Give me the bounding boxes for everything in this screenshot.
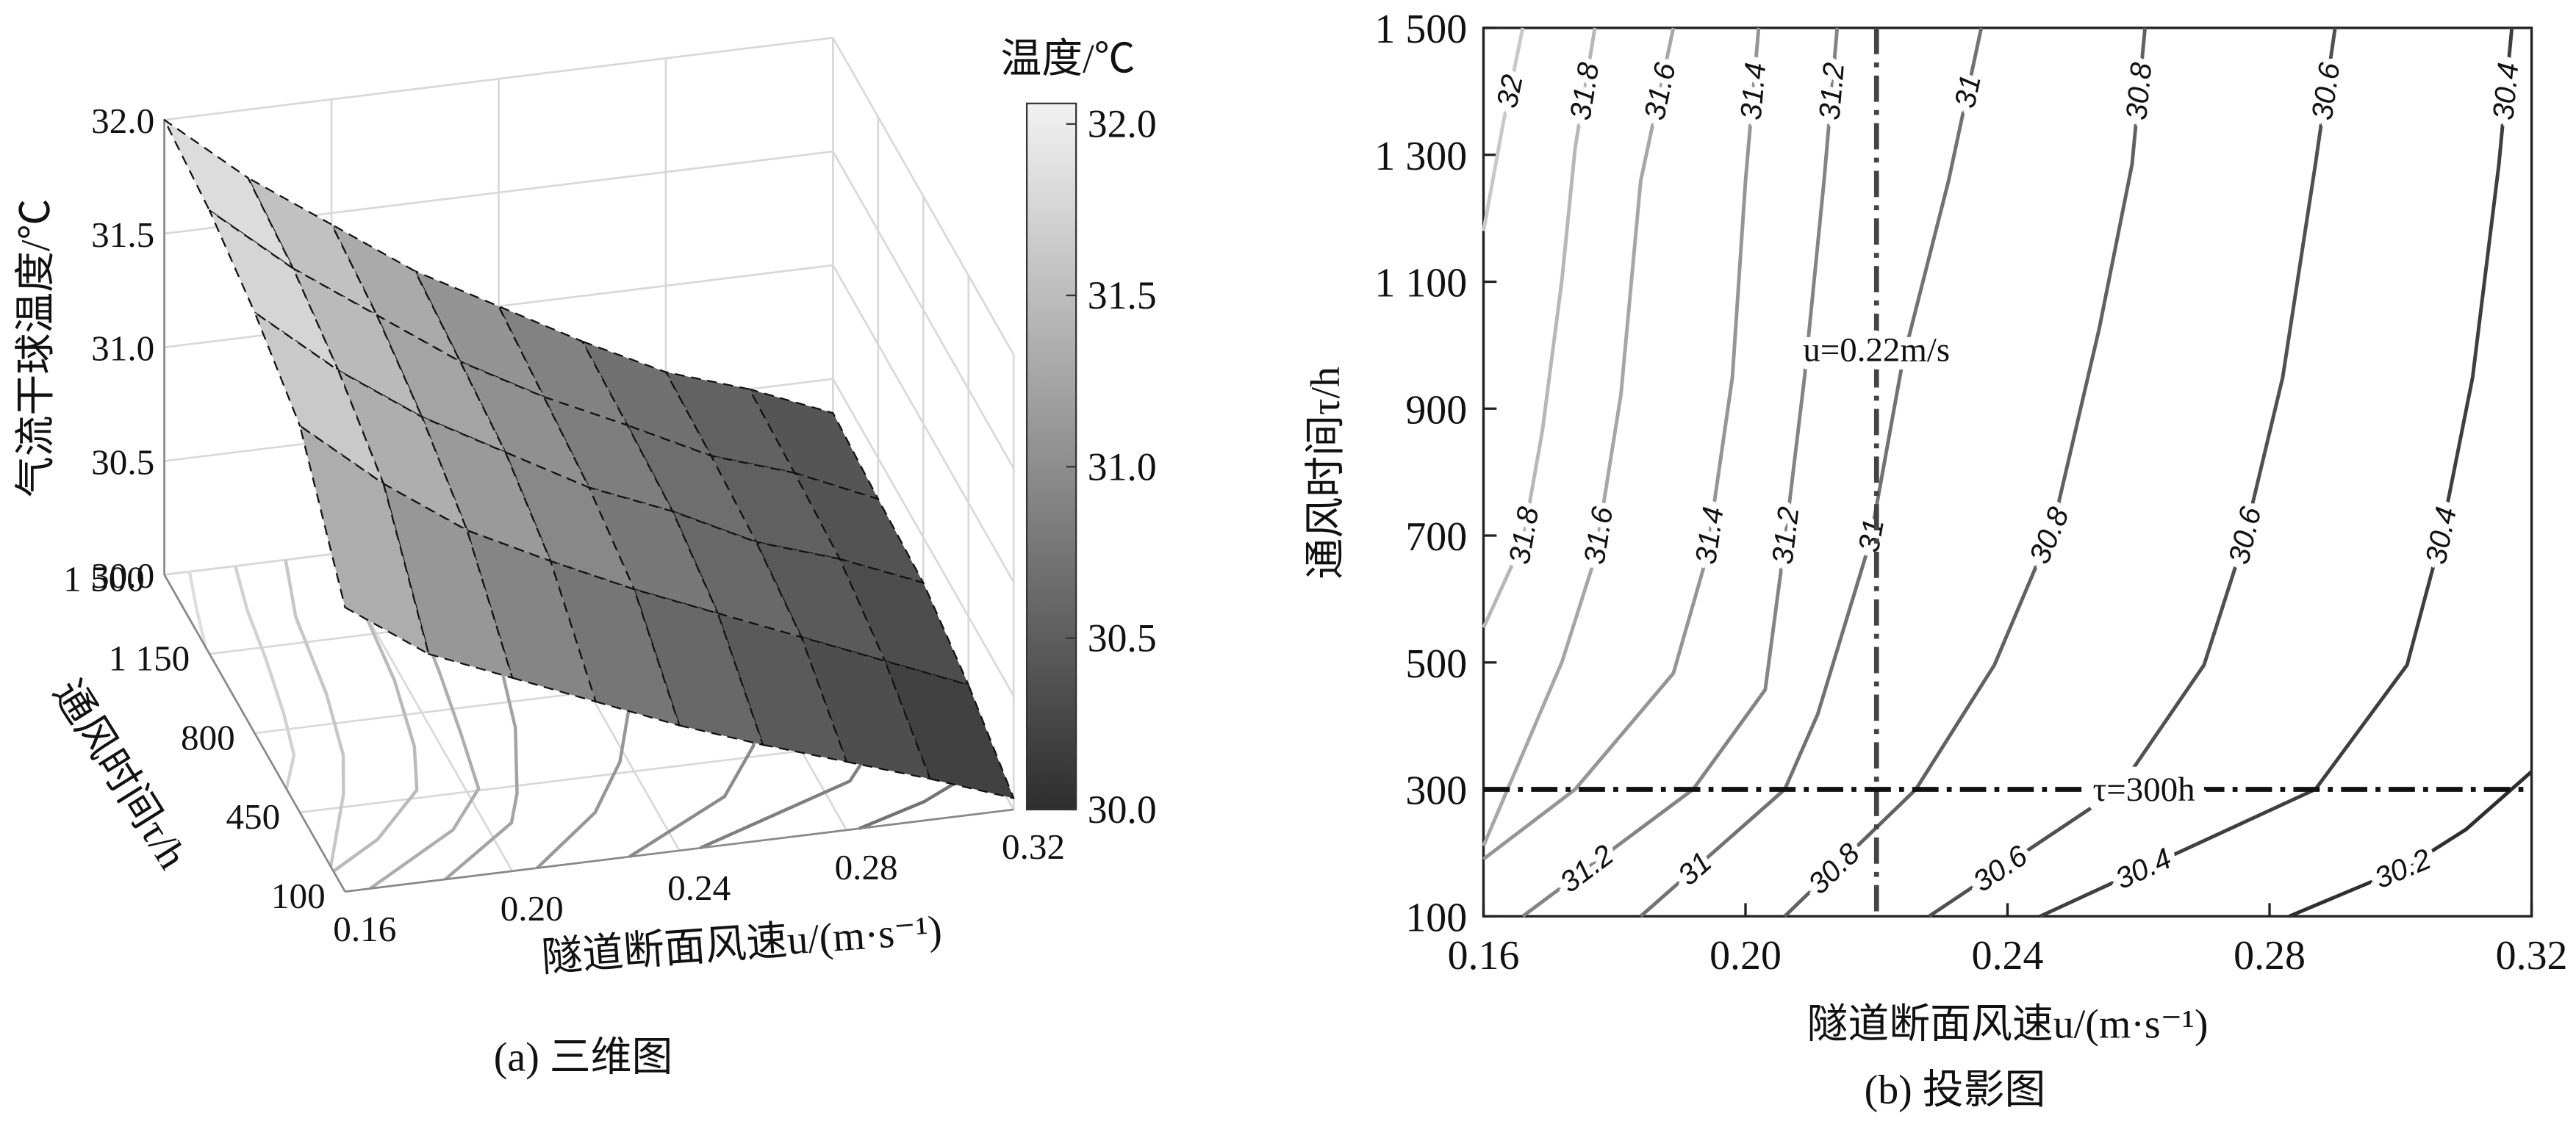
y-tick-label: 1 500 [63, 559, 145, 599]
floor-contour [187, 571, 207, 648]
surface-patch [247, 176, 378, 317]
y-tick-label: 1 300 [1374, 134, 1467, 179]
y-tick-label: 300 [1405, 768, 1467, 814]
y-tick-label: 700 [1405, 514, 1467, 560]
contour-line [1482, 27, 1676, 847]
reference-label: τ=300h [2092, 771, 2195, 809]
contour-line [1783, 27, 2148, 918]
x-tick-label: 0.16 [333, 909, 396, 949]
surface-patch [466, 529, 597, 703]
contour-label: 30.2 [2369, 842, 2436, 895]
y-tick-label: 1 500 [1374, 7, 1467, 52]
axis-line [345, 808, 1014, 893]
z-tick-label: 31.5 [91, 215, 154, 255]
z-tick-label: 32.0 [91, 101, 154, 141]
contour-label: 30.4 [2419, 504, 2463, 567]
x-tick-label: 0.28 [2234, 933, 2306, 979]
grid-line [164, 37, 833, 121]
grid-line [832, 378, 1015, 696]
surface-patch [331, 223, 462, 363]
colorbar-tick-label: 31.0 [1088, 444, 1157, 489]
colorbar-tick-label: 31.5 [1088, 273, 1157, 317]
contour-label: 31.2 [1813, 61, 1851, 121]
axis-line [163, 574, 346, 893]
x-tick-label: 0.20 [501, 888, 564, 929]
colorbar-label: 温度/℃ [1000, 36, 1135, 82]
y-tick-label: 800 [181, 717, 235, 757]
x-tick-label: 0.20 [1709, 933, 1782, 979]
floor-contour [284, 559, 345, 867]
contour-label: 31 [1948, 72, 1987, 111]
contour-label: 30.8 [2120, 61, 2158, 122]
z-tick-label: 31.0 [91, 328, 154, 369]
grid-line [832, 264, 1015, 583]
surface-patch [376, 314, 506, 453]
contour-label: 30.4 [2110, 842, 2176, 896]
contour-label: 31.2 [1554, 838, 1620, 899]
surface-patch [542, 396, 674, 513]
contour-line [1639, 27, 1984, 918]
caption: (b) 投影图 [1865, 1067, 2046, 1113]
contour-label: 31.4 [1734, 61, 1773, 121]
y-axis-label: 通风时间τ/h [44, 672, 195, 876]
y-tick-label: 1 150 [109, 638, 190, 679]
surface-patch [292, 267, 423, 418]
x-axis-label: 隧道断面风速u/(m·s⁻¹) [540, 907, 944, 981]
floor-contour [234, 565, 296, 790]
contour-line [2288, 770, 2533, 918]
surface-patch [382, 483, 514, 679]
contour-line [1482, 27, 1761, 861]
surface-patch [800, 636, 931, 780]
y-tick-label: 900 [1405, 387, 1467, 433]
y-tick-label: 100 [1405, 895, 1467, 940]
y-tick-label: 500 [1405, 641, 1467, 687]
colorbar-tick-label: 32.0 [1088, 102, 1157, 146]
contour-label: 31.8 [1502, 504, 1545, 567]
z-tick-label: 30.0 [91, 555, 154, 596]
x-tick-label: 0.32 [2496, 933, 2568, 979]
y-axis-label: 通风时间τ/h [1303, 367, 1349, 579]
plot-frame [1482, 26, 2533, 918]
contour-label: 31.2 [1765, 505, 1805, 566]
reference-label: u=0.22m/s [1803, 331, 1950, 370]
contour-line [1482, 27, 1597, 629]
x-tick-label: 0.24 [1972, 933, 2044, 979]
grid-line [832, 151, 1015, 469]
colorbar [1025, 102, 1077, 811]
x-axis-label: 隧道断面风速u/(m·s⁻¹) [1807, 1002, 2209, 1048]
y-tick-label: 100 [271, 876, 326, 916]
contour-label: 30.4 [2486, 61, 2525, 121]
colorbar-tick-label: 30.5 [1088, 616, 1157, 660]
contour-label: 31.8 [1563, 60, 1605, 122]
surface-patch [420, 416, 552, 562]
x-tick-label: 0.16 [1448, 933, 1520, 979]
z-axis-label: 气流干球温度/℃ [13, 199, 59, 498]
contour-label: 30.8 [2023, 502, 2075, 568]
contour-label: 32 [1490, 72, 1529, 111]
contour-label: 31.6 [1577, 504, 1619, 566]
x-tick-label: 0.32 [1002, 826, 1065, 867]
surface-patch [633, 588, 764, 746]
caption: (a) 三维图 [494, 1034, 673, 1080]
contour-label: 31 [1852, 516, 1890, 555]
z-tick-label: 30.5 [91, 442, 154, 482]
grid-line [832, 37, 1015, 356]
y-tick-label: 1 100 [1374, 261, 1467, 306]
contour-label: 30.6 [2306, 60, 2347, 123]
colorbar-tick-label: 30.0 [1088, 788, 1157, 832]
x-tick-label: 0.28 [835, 847, 898, 887]
surface-patch [626, 424, 758, 543]
contour-label: 30.6 [1967, 839, 2034, 898]
contour-line [1521, 27, 1840, 918]
y-tick-label: 450 [226, 796, 280, 837]
x-tick-label: 0.24 [667, 868, 731, 908]
contour-label: 30.6 [2222, 503, 2267, 567]
contour-label: 31.6 [1637, 60, 1682, 123]
surface-patch [298, 425, 430, 655]
contour-line [1482, 27, 1525, 231]
contour-label: 31.4 [1689, 505, 1730, 566]
